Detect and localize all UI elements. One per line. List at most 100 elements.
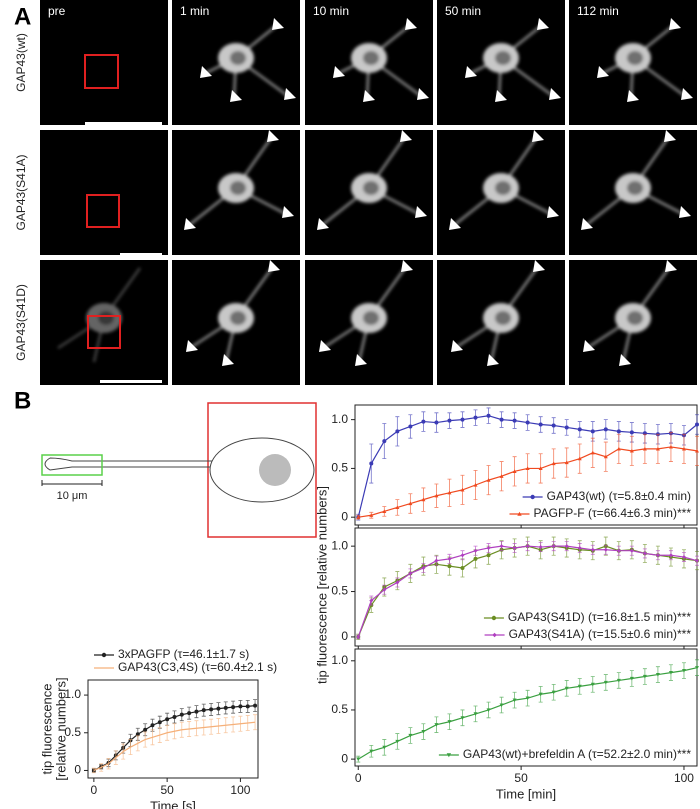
data-point bbox=[629, 448, 634, 453]
data-point bbox=[447, 556, 452, 561]
data-point bbox=[172, 714, 177, 719]
data-point bbox=[603, 427, 608, 432]
arrowhead bbox=[267, 130, 279, 142]
data-point bbox=[590, 429, 595, 434]
data-point bbox=[616, 678, 621, 683]
arrowhead bbox=[401, 260, 413, 272]
data-point bbox=[179, 712, 184, 717]
data-point bbox=[369, 513, 374, 517]
data-point bbox=[695, 558, 699, 563]
y-axis-label: [relative numbers] bbox=[53, 677, 68, 780]
data-point bbox=[577, 456, 582, 461]
data-point bbox=[231, 705, 236, 710]
scale-bar bbox=[120, 253, 162, 256]
data-point bbox=[695, 448, 699, 453]
data-point bbox=[655, 553, 660, 558]
legend-marker bbox=[101, 652, 107, 658]
data-point bbox=[681, 446, 686, 451]
data-point bbox=[382, 745, 387, 750]
y-tick-label: 0.5 bbox=[331, 584, 348, 598]
cell-image bbox=[584, 137, 684, 227]
data-point bbox=[486, 708, 491, 712]
data-point bbox=[551, 544, 556, 549]
row-label: GAP43(wt) bbox=[14, 33, 28, 92]
arrowhead bbox=[363, 90, 375, 102]
chart: 0 0.5 1.0 0 50 100 Time [s] tip fluorescence [re… bbox=[39, 647, 277, 809]
bleach-region bbox=[86, 194, 120, 228]
data-point bbox=[525, 696, 530, 701]
arrowhead bbox=[547, 206, 559, 218]
arrowhead bbox=[405, 18, 417, 30]
arrowhead bbox=[597, 66, 609, 78]
scale-label: 10 μm bbox=[57, 490, 88, 502]
legend-marker bbox=[517, 511, 522, 516]
arrowhead bbox=[495, 90, 507, 102]
data-point bbox=[551, 461, 556, 466]
data-point bbox=[499, 544, 504, 549]
nucleus bbox=[495, 51, 511, 65]
data-point bbox=[486, 553, 491, 558]
nucleus bbox=[627, 311, 643, 325]
cell-image bbox=[468, 25, 554, 99]
data-point bbox=[538, 466, 543, 471]
data-point bbox=[434, 420, 439, 425]
data-point bbox=[253, 703, 258, 708]
data-point bbox=[499, 474, 504, 478]
y-tick-label: 1.0 bbox=[331, 653, 348, 667]
data-point bbox=[421, 729, 426, 734]
data-point bbox=[356, 634, 361, 639]
y-tick-label: 0 bbox=[341, 629, 348, 643]
data-point bbox=[460, 716, 465, 720]
data-point bbox=[460, 553, 465, 558]
column-label: 112 min bbox=[577, 4, 619, 18]
chart: 0 0.5 1.0 GAP43(wt) (τ=5.8±0.4 min) PAGFP-F … bbox=[331, 404, 699, 529]
arrowhead bbox=[487, 354, 499, 366]
arrowhead bbox=[184, 218, 196, 230]
data-point bbox=[447, 490, 452, 495]
cell-image bbox=[57, 267, 142, 363]
data-point bbox=[486, 545, 491, 550]
data-point bbox=[590, 450, 595, 455]
micrograph bbox=[40, 0, 168, 125]
data-point bbox=[369, 461, 374, 466]
column-label: 50 min bbox=[445, 4, 481, 18]
data-point bbox=[395, 429, 400, 434]
data-point bbox=[382, 439, 387, 444]
arrowhead bbox=[681, 88, 693, 100]
data-point bbox=[681, 669, 686, 673]
data-point bbox=[538, 545, 543, 550]
data-point bbox=[408, 571, 413, 576]
arrowhead bbox=[282, 206, 294, 218]
arrowhead bbox=[537, 18, 549, 30]
data-point bbox=[194, 709, 199, 714]
data-point bbox=[616, 429, 621, 434]
data-point bbox=[395, 505, 400, 510]
data-point bbox=[590, 682, 595, 687]
x-tick-label: 100 bbox=[674, 771, 694, 785]
arrowhead bbox=[230, 90, 242, 102]
arrowhead bbox=[664, 130, 676, 142]
data-point bbox=[577, 545, 582, 550]
legend-label: GAP43(C3,4S) (τ=60.4±2.1 s) bbox=[118, 660, 277, 674]
plot-frame bbox=[87, 679, 259, 779]
legend-label: 3xPAGFP (τ=46.1±1.7 s) bbox=[118, 647, 249, 661]
scale-bar bbox=[41, 480, 103, 486]
arrowhead bbox=[627, 90, 639, 102]
data-point bbox=[143, 727, 148, 732]
series-line bbox=[93, 721, 256, 772]
nucleus bbox=[495, 311, 511, 325]
data-point bbox=[408, 733, 413, 738]
data-point bbox=[421, 497, 426, 502]
data-point bbox=[564, 425, 569, 430]
data-point bbox=[668, 444, 673, 449]
panel-label: A bbox=[14, 3, 31, 30]
plot-frame bbox=[354, 527, 698, 647]
column-label: 10 min bbox=[313, 4, 349, 18]
data-point bbox=[629, 430, 634, 435]
data-point bbox=[629, 676, 634, 681]
data-point bbox=[356, 515, 361, 519]
data-point bbox=[668, 553, 673, 558]
legend-label: GAP43(wt) (τ=5.8±0.4 min) bbox=[547, 489, 691, 503]
bleach-region bbox=[84, 54, 119, 89]
